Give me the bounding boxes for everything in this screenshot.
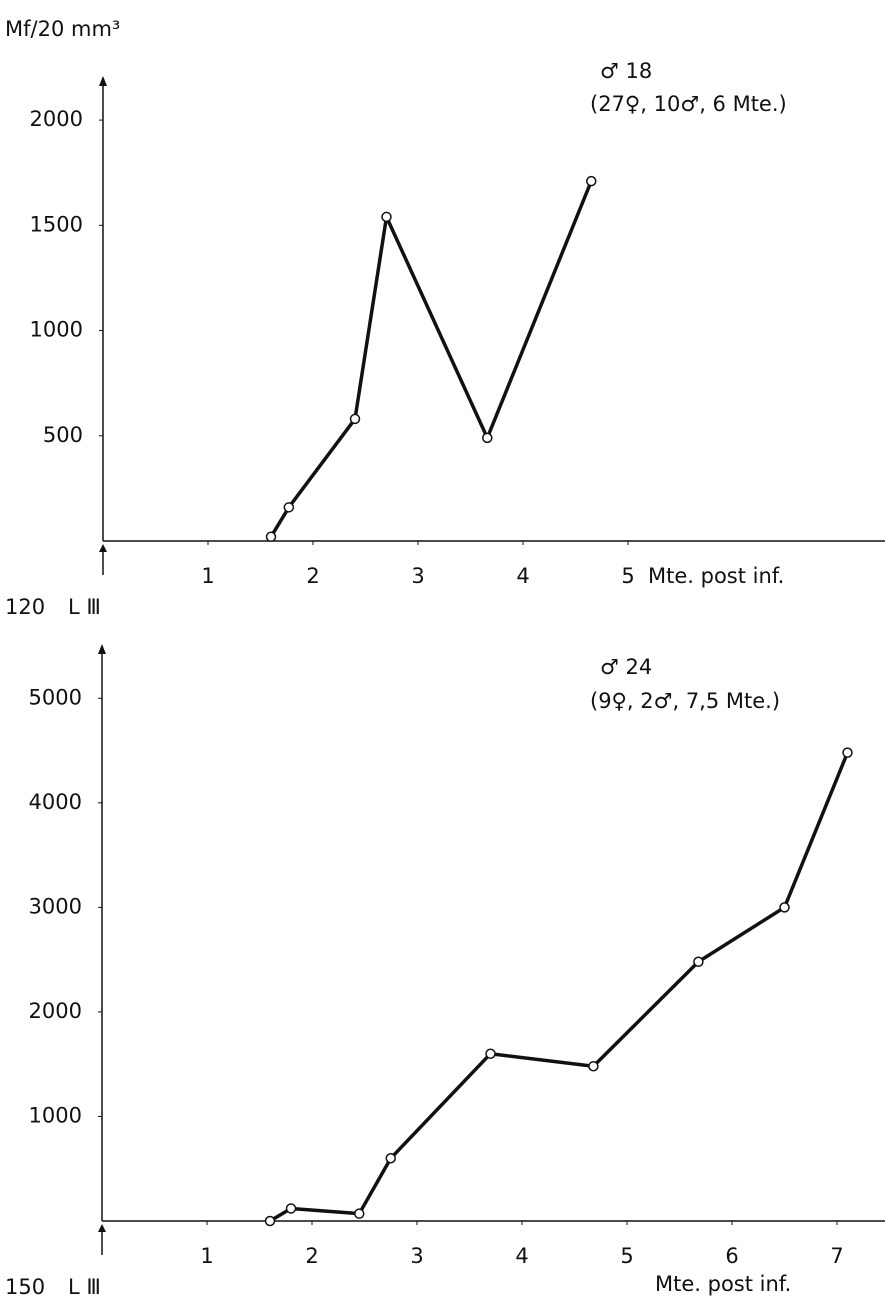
origin-label: 150 [5,1275,45,1299]
annotation: ♂ 18 [600,59,652,83]
annotation: (27♀, 10♂, 6 Mte.) [590,92,787,116]
x-tick-label: 6 [725,1244,738,1268]
data-point [842,747,853,758]
data-point [588,1061,599,1072]
data-point [349,413,361,425]
origin-arrow-head [99,544,107,552]
origin-label: L Ⅲ [68,1275,101,1299]
origin-arrow-head [98,1224,106,1232]
x-axis-label: Mte. post inf. [655,1272,791,1296]
y-tick-label: 1000 [29,1103,82,1127]
x-tick-label: 4 [516,564,529,588]
y-axis-label: Mf/20 mm³ [5,17,120,41]
data-point [283,502,295,513]
annotation: (9♀, 2♂, 7,5 Mte.) [590,689,780,713]
data-line [269,180,593,538]
data-point [285,1203,297,1214]
data-point [381,211,392,223]
x-tick-label: 7 [830,1244,843,1268]
y-tick-label: 4000 [29,790,82,814]
annotation: ♂ 24 [600,655,652,679]
y-tick-label: 500 [43,423,83,447]
y-tick-label: 2000 [30,107,83,131]
y-tick-label: 2000 [29,999,82,1023]
x-tick-label: 1 [201,564,214,588]
y-axis-arrow [99,76,107,86]
y-axis-arrow [98,644,106,654]
y-tick-label: 3000 [29,894,82,918]
origin-label: L Ⅲ [68,595,101,619]
data-line [269,751,850,1223]
data-point [354,1208,365,1219]
x-tick-label: 5 [620,1244,633,1268]
x-tick-label: 2 [305,1244,318,1268]
data-point [586,175,597,187]
data-point [779,902,790,913]
x-axis-label: Mte. post inf. [648,564,784,588]
y-tick-label: 5000 [29,685,82,709]
origin-label: 120 [5,595,45,619]
y-tick-label: 1000 [30,318,83,342]
x-tick-label: 3 [410,1244,423,1268]
x-tick-label: 5 [621,564,634,588]
data-point [264,1215,276,1227]
x-tick-label: 4 [515,1244,528,1268]
data-point [265,531,277,543]
data-point [693,956,704,967]
x-tick-label: 1 [200,1244,213,1268]
x-tick-label: 3 [411,564,424,588]
data-point [385,1153,396,1164]
x-tick-label: 2 [306,564,319,588]
data-point [485,1048,496,1059]
y-tick-label: 1500 [30,212,83,236]
data-point [482,432,493,444]
